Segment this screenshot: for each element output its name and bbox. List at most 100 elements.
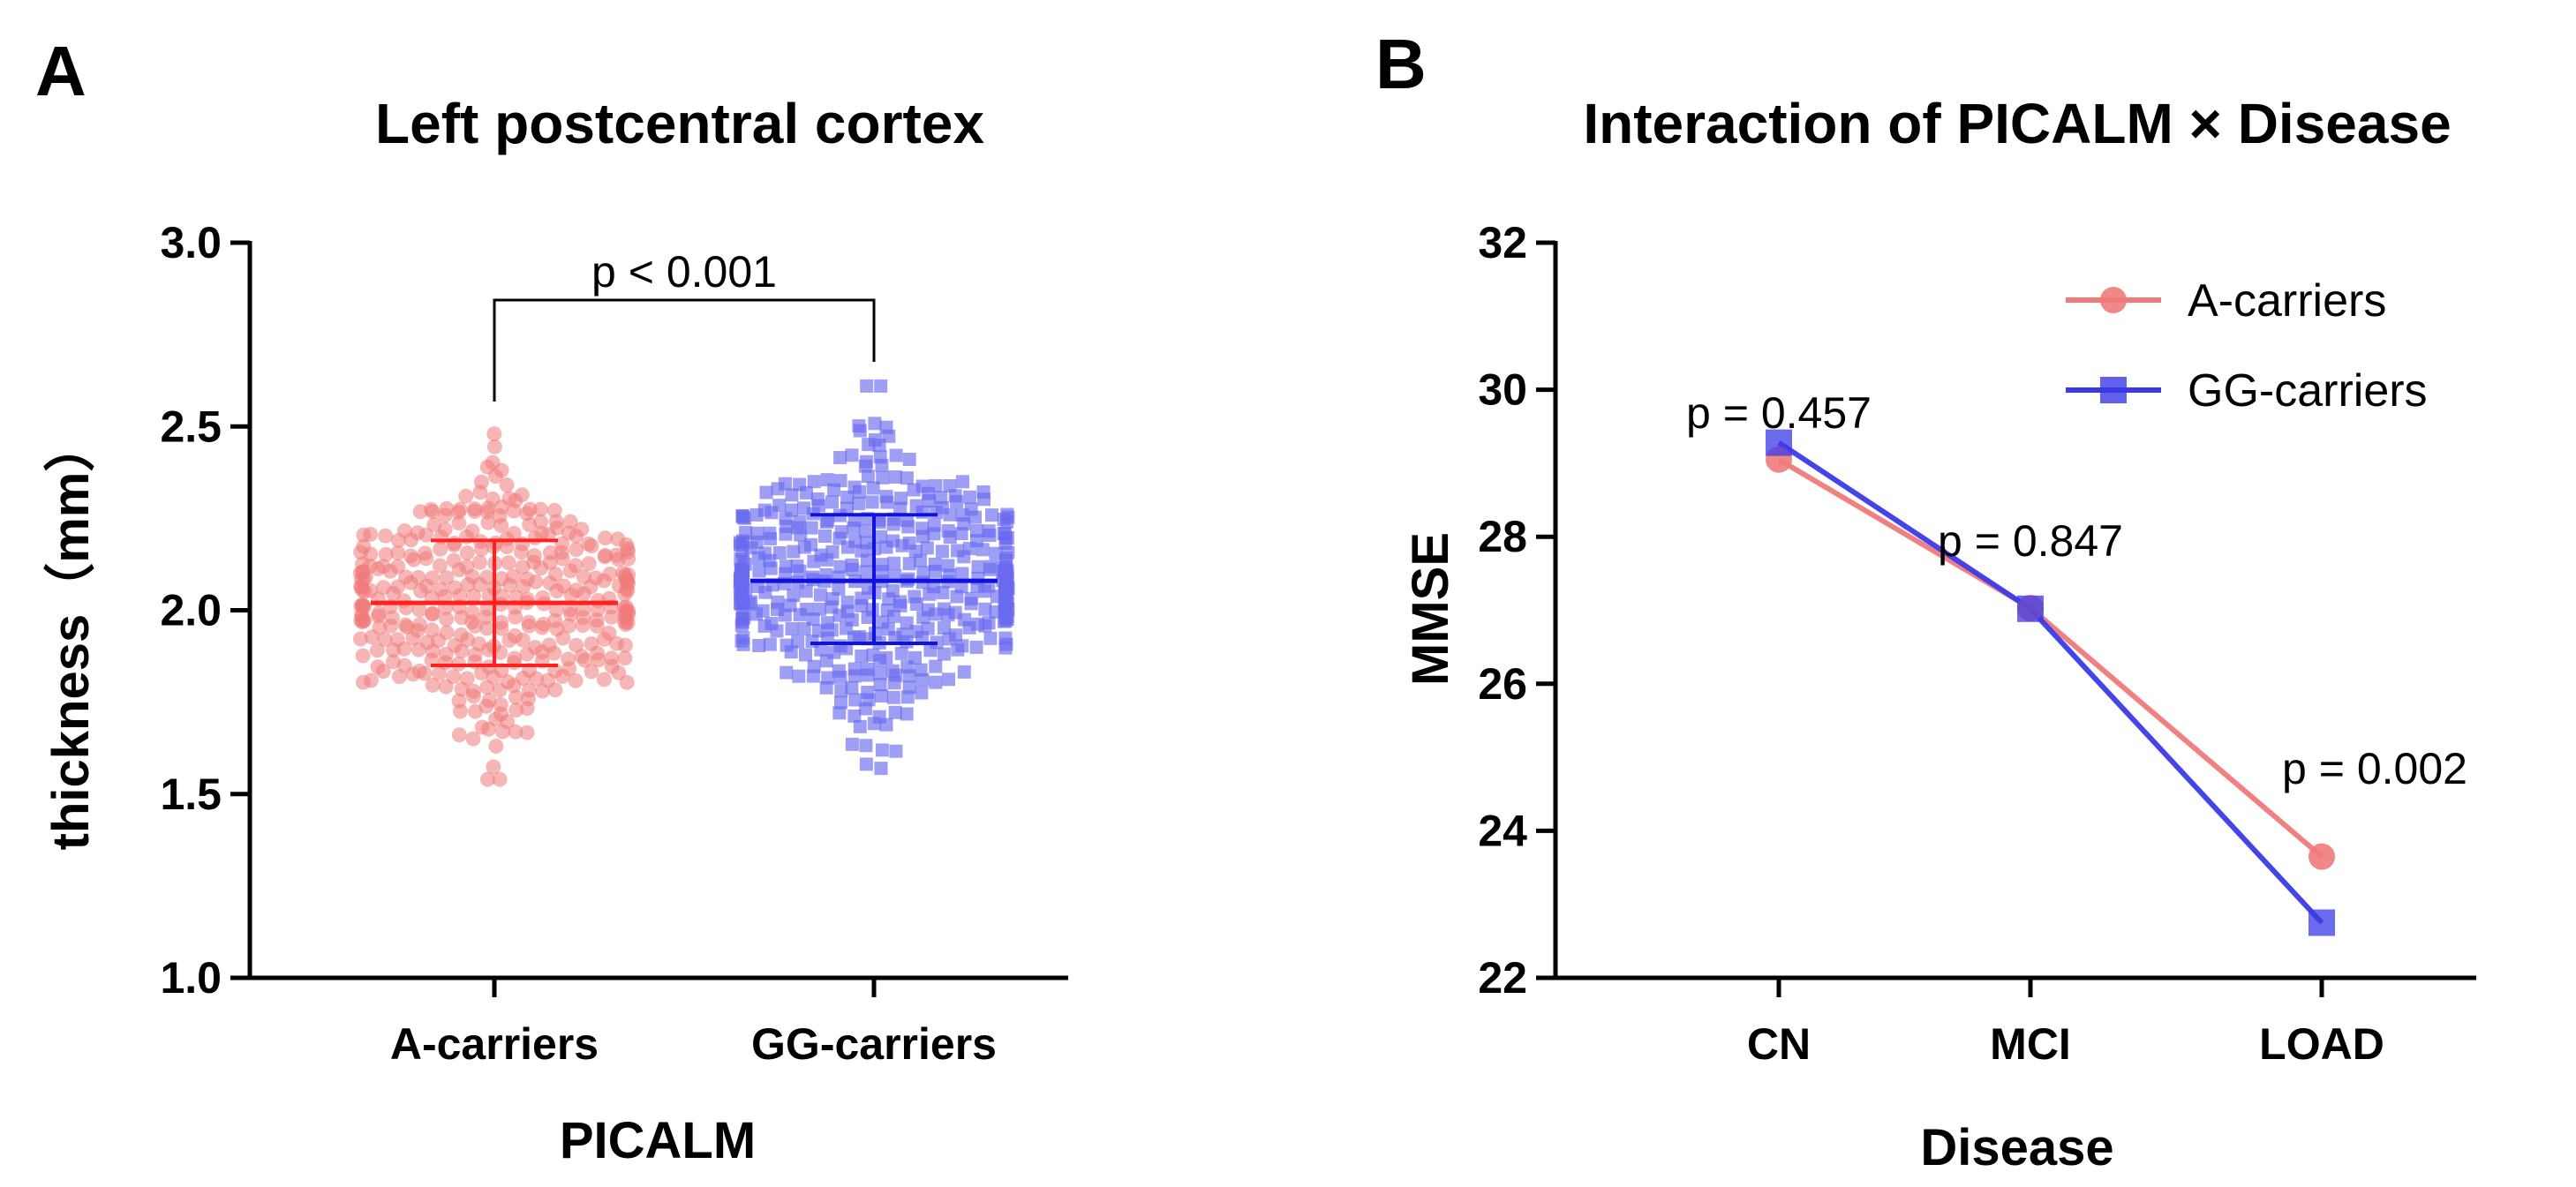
a-carriers-point xyxy=(465,688,481,704)
gg-carriers-point xyxy=(942,632,956,646)
a-carriers-point xyxy=(506,678,522,694)
a-carriers-point xyxy=(519,646,535,662)
a-carriers-point xyxy=(383,618,399,634)
a-carriers-point xyxy=(356,674,371,690)
gg-carriers-point xyxy=(916,530,930,544)
gg-carriers-point xyxy=(855,650,869,663)
gg-carriers-point xyxy=(792,669,806,683)
gg-carriers-point xyxy=(915,672,930,687)
a-carriers-point xyxy=(581,556,597,572)
gg-carriers-point xyxy=(895,538,909,552)
a-carriers-point xyxy=(406,552,422,567)
a-carriers-point xyxy=(611,665,627,680)
a-carriers-point xyxy=(364,629,380,645)
gg-carriers-point xyxy=(893,598,908,612)
a-carriers-point xyxy=(549,583,565,599)
panel-a-y-tick-label: 2.0 xyxy=(160,586,222,635)
gg-carriers-point xyxy=(955,567,969,581)
a-carriers-point xyxy=(454,610,470,626)
gg-carriers-point xyxy=(929,607,943,621)
a-carriers-point xyxy=(492,771,508,787)
gg-carriers-point xyxy=(749,507,764,522)
a-carriers-point xyxy=(561,618,576,634)
gg-carriers-point xyxy=(920,541,934,555)
gg-carriers-point xyxy=(889,744,903,758)
a-carriers-point xyxy=(554,669,570,684)
bracket-line xyxy=(493,298,876,402)
gg-carriers-point xyxy=(882,592,896,606)
gg-carriers-point xyxy=(957,665,971,679)
gg-carriers-point xyxy=(894,492,908,506)
a-carriers-point xyxy=(481,721,496,737)
a-carriers-point xyxy=(386,654,401,670)
gg-carriers-point xyxy=(793,564,807,578)
a-carriers-point xyxy=(576,586,591,602)
gg-carriers-point xyxy=(978,619,992,633)
gg-carriers-point xyxy=(867,717,881,731)
panel-b-y-tick-label: 32 xyxy=(1478,218,1527,267)
gg-carriers-point xyxy=(833,560,847,574)
gg-carriers-point xyxy=(915,686,929,700)
gg-carriers-point xyxy=(978,602,992,616)
gg-carriers-point xyxy=(902,557,916,571)
panel-a-y-tick-label: 3.0 xyxy=(160,218,222,267)
gg-carriers-point xyxy=(799,584,813,598)
gg-carriers-point xyxy=(858,524,872,538)
legend: A-carriers GG-carriers xyxy=(2066,275,2428,417)
a-carriers-point xyxy=(563,587,579,603)
gg-carriers-point xyxy=(752,639,766,652)
gg-carriers-point xyxy=(758,585,772,599)
gg-carriers-point xyxy=(814,642,828,657)
panel-a-x-tick-label: A-carriers xyxy=(390,1019,599,1069)
gg-carriers-point xyxy=(764,531,778,545)
gg-carriers-point xyxy=(779,527,793,541)
gg-carriers-point xyxy=(734,552,748,567)
a-carriers-point xyxy=(499,539,515,554)
gg-carriers-point xyxy=(998,613,1013,627)
a-carriers-point xyxy=(460,632,476,648)
a-carriers-point xyxy=(472,577,487,592)
gg-carriers-point xyxy=(985,508,998,522)
a-carriers-point xyxy=(382,563,398,579)
gg-carriers-point xyxy=(759,485,773,500)
a-carriers-point xyxy=(499,477,515,492)
panel-a-letter: A xyxy=(35,32,87,110)
a-carriers-point xyxy=(596,573,612,589)
gg-carriers-point xyxy=(893,501,908,515)
panel-b-ylabel: MMSE xyxy=(1402,532,1459,686)
gg-carriers-point xyxy=(868,417,882,431)
gg-carriers-point xyxy=(886,690,900,704)
a-carriers-point xyxy=(533,560,549,576)
gg-carriers-point xyxy=(865,495,879,509)
panel-a-axes: 1.0 1.5 2.0 2.5 3.0 A-carriers GG-carriers xyxy=(160,218,1068,1069)
gg-carriers-point xyxy=(859,702,873,716)
legend-label-gg-carriers: GG-carriers xyxy=(2188,365,2428,417)
panel-a: A Left postcentral cortex thickness（mm） … xyxy=(35,32,1068,1169)
gg-carriers-point xyxy=(971,560,985,574)
a-carriers-point xyxy=(425,677,441,693)
a-carriers-point xyxy=(596,672,612,687)
gg-carriers-point xyxy=(770,624,784,638)
gg-carriers-point xyxy=(989,546,1003,560)
gg-carriers-point xyxy=(914,553,927,567)
gg-carriers-point xyxy=(807,554,821,568)
gg-carriers-point xyxy=(845,737,859,751)
gg-carriers-point xyxy=(943,530,957,545)
gg-carriers-point xyxy=(951,642,965,657)
gg-carriers-point xyxy=(752,564,766,578)
a-carriers-point xyxy=(354,609,370,625)
gg-carriers-point xyxy=(943,507,957,522)
gg-carriers-point xyxy=(821,671,835,685)
gg-carriers-point xyxy=(915,631,929,644)
gg-carriers-point xyxy=(879,717,893,732)
legend-label-a-carriers: A-carriers xyxy=(2188,275,2386,327)
gg-carriers-point xyxy=(820,631,834,645)
a-carriers-point xyxy=(418,551,434,567)
gg-carriers-point xyxy=(848,669,862,683)
a-carriers-point xyxy=(546,502,562,518)
legend-marker-a-carriers xyxy=(2100,287,2127,313)
a-carriers-point xyxy=(555,630,571,646)
gg-carriers-point xyxy=(860,379,874,393)
a-carriers-point xyxy=(396,641,412,657)
gg-carriers-point xyxy=(887,676,901,690)
